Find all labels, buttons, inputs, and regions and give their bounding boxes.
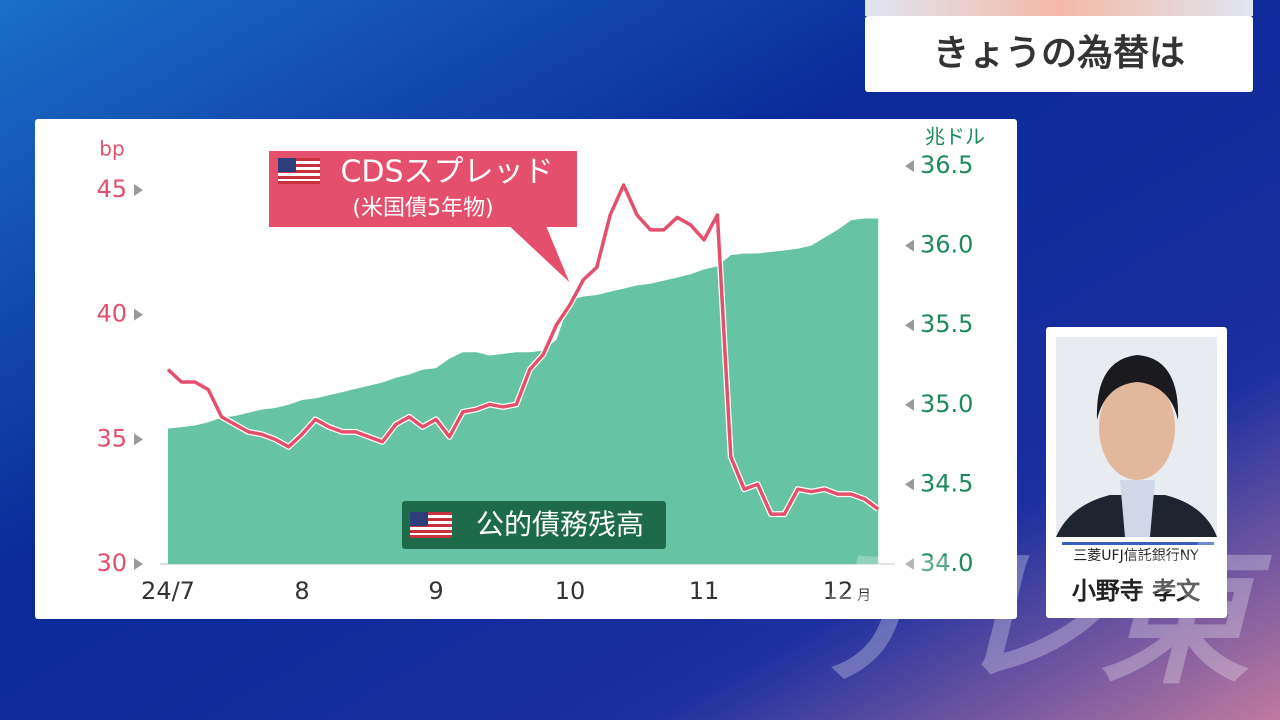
- y2-tick-label: 35.0: [920, 390, 973, 418]
- label-box: [402, 501, 666, 549]
- us-flag: [410, 512, 452, 538]
- annotation: (米国債5年物): [352, 196, 493, 221]
- y2-tick-label: 36.0: [920, 231, 973, 259]
- y-tick-mark: [134, 433, 143, 446]
- x-tick-label: 12: [823, 577, 854, 605]
- photo-hair: [1096, 355, 1179, 420]
- presenter-card: 三菱UFJ信託銀行NY 小野寺 孝文: [1046, 327, 1227, 618]
- y2-tick-label: 35.5: [920, 310, 973, 338]
- y2-tick-label: 34.0: [920, 549, 973, 577]
- x-tick-label: 8: [294, 577, 309, 605]
- x-unit: 月: [857, 588, 871, 604]
- y-tick-label: 45: [96, 175, 127, 203]
- x-tick-label: 9: [428, 577, 443, 605]
- cds-callout: CDSスプレッド (米国債5年物): [267, 149, 579, 287]
- y2-tick-mark: [905, 160, 914, 172]
- series-label: CDSスプレッド: [340, 155, 553, 190]
- y2-tick-mark: [905, 478, 914, 491]
- callout-box: [267, 149, 579, 287]
- header-strip: [865, 0, 1253, 16]
- presenter-company: 三菱UFJ信託銀行NY: [1073, 548, 1199, 564]
- photo-shirt: [1120, 480, 1155, 537]
- y2-tick-mark: [905, 239, 914, 252]
- y-tick-mark: [134, 308, 143, 321]
- y-axis-label: bp: [99, 137, 124, 161]
- x-tick-label: 10: [555, 577, 586, 605]
- watermark: テレ東: [800, 531, 1272, 705]
- presenter-name: 小野寺 孝文: [1072, 577, 1201, 605]
- y-tick-mark: [134, 558, 143, 570]
- debt-label: 公的債務残高: [402, 501, 666, 549]
- x-tick-label: 24/7: [141, 577, 195, 605]
- y2-tick-label: 34.5: [920, 469, 973, 497]
- y2-tick-label: 36.5: [920, 151, 973, 179]
- y-tick-mark: [134, 184, 143, 196]
- y2-tick-mark: [905, 398, 914, 411]
- y-tick-label: 30: [96, 549, 127, 577]
- header-panel: [865, 16, 1253, 92]
- header-title: きょうの為替は: [933, 33, 1185, 74]
- x-tick-label: 11: [689, 577, 720, 605]
- photo-face: [1099, 376, 1175, 480]
- y2-tick-mark: [905, 558, 914, 570]
- us-flag: [278, 158, 320, 184]
- series-label: 公的債務残高: [476, 508, 644, 541]
- line: [166, 183, 880, 516]
- y-tick-label: 40: [96, 300, 127, 328]
- y2-axis-label: 兆ドル: [925, 125, 985, 149]
- card-rule: [1062, 542, 1214, 545]
- y2-tick-mark: [905, 319, 914, 332]
- plot: bp 兆ドル 30 35 40 45 34.0 34.5 35.0 35.5 36.0 36.5 24/…: [96, 125, 985, 606]
- y-tick-label: 35: [96, 424, 127, 452]
